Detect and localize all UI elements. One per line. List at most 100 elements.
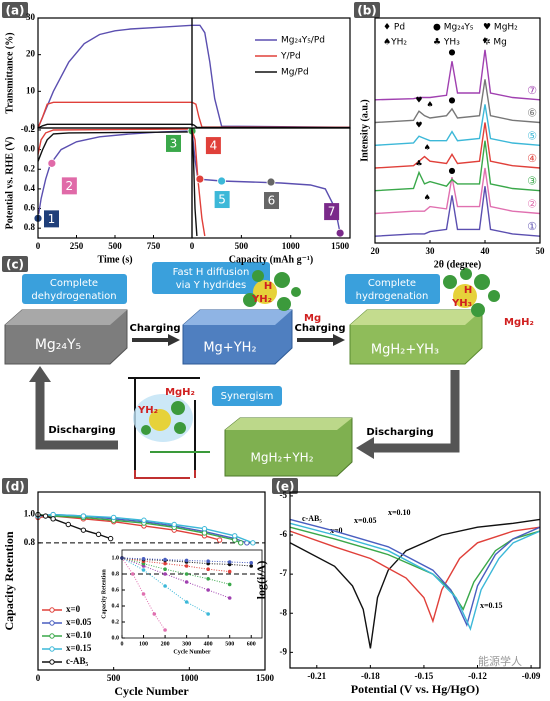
series-label: ⑦: [527, 84, 537, 97]
x-tick-label: 0: [121, 641, 124, 647]
series-line: [374, 104, 541, 146]
particle: [277, 297, 291, 311]
x-tick-label: 0: [190, 241, 195, 251]
data-point: [249, 564, 254, 568]
atom-label: H: [264, 281, 272, 292]
data-point: [163, 561, 167, 566]
annotation-box: [324, 203, 340, 221]
diagram: (c) Complete dehydrogenation Mg₂₄Y₅ Char…: [2, 256, 534, 479]
data-point: [141, 557, 146, 561]
symbol-key: ✲ Mg: [483, 38, 507, 48]
data-point: [201, 526, 208, 532]
series-line: [374, 186, 541, 237]
x-tick-label: 600: [247, 641, 256, 647]
atom-label: H: [464, 285, 472, 296]
data-point: [80, 527, 87, 533]
data-point: [238, 540, 244, 546]
y-tick-label: 10: [26, 85, 36, 95]
x-tick-label: -0.15: [415, 671, 434, 681]
y-tick-label: -7: [280, 568, 288, 578]
data-point: [250, 540, 256, 546]
annotation-point: [335, 228, 345, 238]
discharging-label: Discharging: [48, 425, 115, 436]
panel-label-bg: [2, 478, 28, 494]
x-tick-label: 750: [147, 241, 161, 251]
symbol-key: ♦ Pd: [383, 23, 405, 33]
particle: [443, 275, 457, 289]
symbol-key: ♠YH₂: [383, 38, 407, 48]
y-tick-label: 0.6: [24, 203, 36, 213]
series-line: [374, 122, 541, 169]
series-line: [374, 79, 541, 124]
y-axis-label: log(i/A): [254, 561, 268, 600]
series-line: [37, 123, 192, 129]
chart: 0 250 500 750 0.8 0.6 0.4 0.2 0.0 -0.2 1 2 3 Time (s)…: [4, 124, 197, 265]
series-line: [121, 557, 166, 631]
x-tick-label: 500: [107, 673, 121, 683]
panel-label: (d): [5, 480, 25, 494]
x-axis-label: Capacity (mAh g⁻¹): [229, 254, 313, 265]
annotation-label: ♦: [481, 36, 488, 45]
x-tick-label: 500: [235, 241, 249, 251]
x-tick-label: 20: [371, 246, 381, 256]
series-line: [289, 518, 541, 628]
y-tick-label: 0.2: [24, 163, 36, 173]
particle: [453, 284, 477, 308]
data-point: [184, 564, 189, 568]
annotation-box: [61, 177, 77, 195]
symbol-key: ● Mg₂₄Y₅: [433, 23, 474, 33]
x-tick-label: -0.18: [361, 671, 380, 681]
x-tick-label: 50: [536, 246, 546, 256]
material-label: Mg+YH₂: [203, 341, 256, 356]
atom-label: YH₂: [251, 294, 272, 305]
annotation-box: [166, 134, 181, 152]
panel-label: (c): [6, 258, 24, 272]
x-tick-label: 400: [204, 641, 213, 647]
series-line: [289, 526, 541, 624]
step-title: hydrogenation: [356, 291, 429, 302]
x-tick-label: 1500: [331, 241, 350, 251]
y-tick-label: 0.0: [112, 635, 120, 641]
plot-frame: [374, 17, 541, 244]
arrowhead: [168, 334, 180, 346]
block-top: [5, 310, 127, 325]
annotation-label: ●: [449, 48, 456, 57]
arrow: [35, 380, 118, 450]
data-point: [163, 557, 167, 562]
block-top: [183, 310, 292, 325]
data-point: [163, 628, 167, 632]
series-line: [191, 129, 341, 234]
x-tick-label: 0: [36, 673, 41, 683]
panel-label-bg: [2, 2, 28, 18]
series-label: c-AB₅: [302, 514, 322, 523]
data-point: [110, 514, 117, 521]
material-label: MgH₂+YH₂: [250, 451, 313, 465]
symbol-key: ♥ MgH₂: [483, 23, 518, 33]
charging-label: Charging: [129, 323, 180, 334]
atom-label: Mg: [304, 313, 321, 324]
y-axis-label: Intensity (a.u.): [359, 99, 370, 162]
data-point: [163, 572, 167, 576]
annotation-label: 7: [328, 205, 336, 219]
x-tick-label: 30: [426, 246, 436, 256]
atom-label: YH₃: [451, 298, 472, 309]
particle: [274, 272, 290, 288]
annotation-point: [195, 174, 205, 184]
x-tick-label: 300: [182, 641, 191, 647]
series-line: [121, 557, 230, 573]
data-point: [42, 513, 49, 519]
data-point: [163, 584, 167, 588]
legend-label: x=0.10: [66, 630, 92, 640]
annotation-point: [266, 177, 276, 187]
x-axis-label: Cycle Number: [173, 649, 210, 655]
data-point: [80, 513, 87, 519]
y-tick-label: -9: [280, 646, 288, 656]
panel-label: (b): [357, 4, 377, 18]
data-point: [171, 521, 177, 528]
x-axis-label: Cycle Number: [114, 684, 189, 698]
y-axis-label: Capacity Retention: [101, 569, 107, 619]
series-line: [37, 131, 193, 162]
series-label: ⑤: [527, 129, 537, 142]
symbol-key: ♣ YH₃: [433, 38, 460, 48]
legend-label: x=0.05: [66, 617, 92, 627]
